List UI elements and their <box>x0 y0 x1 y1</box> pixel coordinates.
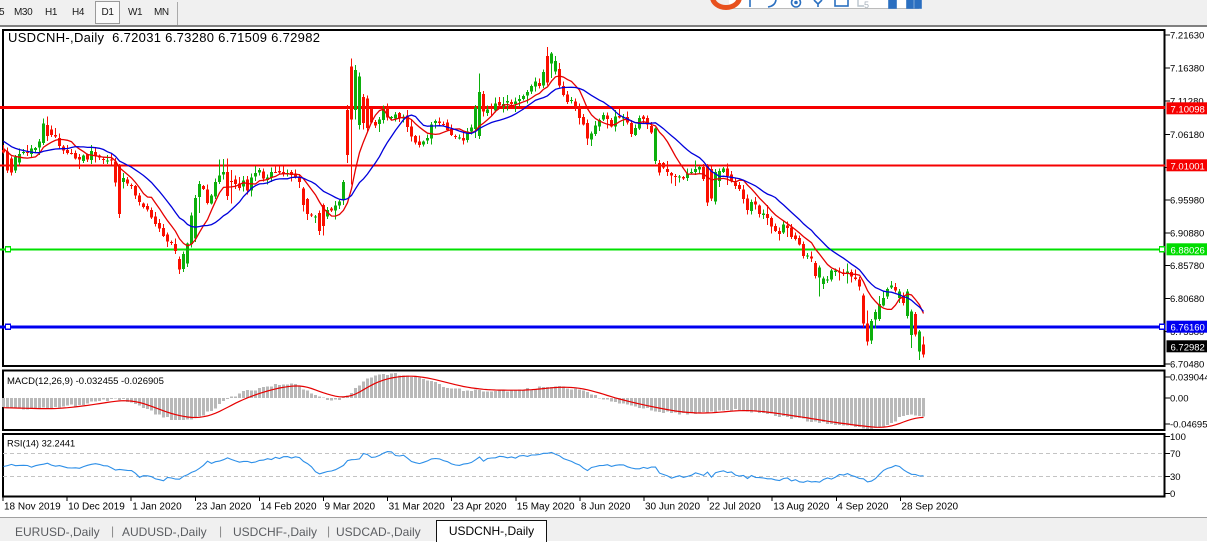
svg-text:6.76160: 6.76160 <box>1171 323 1205 334</box>
svg-text:7.01001: 7.01001 <box>1171 161 1205 172</box>
svg-text:30: 30 <box>1170 472 1181 483</box>
svg-text:4 Sep 2020: 4 Sep 2020 <box>837 502 889 513</box>
svg-text:7.10098: 7.10098 <box>1171 104 1205 115</box>
svg-text:22 Jul 2020: 22 Jul 2020 <box>709 502 761 513</box>
svg-text:7.21630: 7.21630 <box>1170 31 1204 42</box>
svg-text:23 Apr 2020: 23 Apr 2020 <box>453 502 507 513</box>
svg-text:70: 70 <box>1170 449 1181 460</box>
svg-text:7.06180: 7.06180 <box>1170 130 1204 141</box>
svg-text:10 Dec 2019: 10 Dec 2019 <box>68 502 125 513</box>
svg-text:7.16380: 7.16380 <box>1170 64 1204 75</box>
svg-text:23 Jan 2020: 23 Jan 2020 <box>196 502 251 513</box>
svg-text:9 Mar 2020: 9 Mar 2020 <box>325 502 376 513</box>
svg-text:100: 100 <box>1170 432 1186 443</box>
svg-text:14 Feb 2020: 14 Feb 2020 <box>260 502 317 513</box>
svg-text:28 Sep 2020: 28 Sep 2020 <box>901 502 958 513</box>
svg-text:5: 5 <box>864 0 869 10</box>
svg-text:0: 0 <box>1170 489 1175 500</box>
svg-text:13 Aug 2020: 13 Aug 2020 <box>773 502 830 513</box>
svg-text:6.85780: 6.85780 <box>1170 261 1204 272</box>
svg-text:MACD(12,26,9) -0.032455 -0.026: MACD(12,26,9) -0.032455 -0.026905 <box>7 376 164 387</box>
svg-text:8 Jun 2020: 8 Jun 2020 <box>581 502 631 513</box>
svg-text:6.90880: 6.90880 <box>1170 228 1204 239</box>
svg-text:30 Jun 2020: 30 Jun 2020 <box>645 502 700 513</box>
svg-text:18 Nov 2019: 18 Nov 2019 <box>4 502 61 513</box>
svg-text:0.00: 0.00 <box>1170 393 1189 404</box>
svg-text:6.95980: 6.95980 <box>1170 196 1204 207</box>
svg-text:1 Jan 2020: 1 Jan 2020 <box>132 502 182 513</box>
svg-text:USDCNH-,Daily 6.72031 6.73280: USDCNH-,Daily 6.72031 6.73280 6.71509 6.… <box>8 30 320 45</box>
svg-text:0.039044: 0.039044 <box>1170 373 1207 384</box>
svg-text:6.80680: 6.80680 <box>1170 294 1204 305</box>
svg-text:31 Mar 2020: 31 Mar 2020 <box>389 502 446 513</box>
svg-text:6.72982: 6.72982 <box>1171 342 1205 353</box>
svg-text:6.70480: 6.70480 <box>1170 360 1204 371</box>
svg-text:15 May 2020: 15 May 2020 <box>517 502 575 513</box>
svg-text:6.88026: 6.88026 <box>1171 245 1205 256</box>
svg-text:-0.046955: -0.046955 <box>1170 419 1207 430</box>
svg-text:RSI(14) 32.2441: RSI(14) 32.2441 <box>7 439 75 449</box>
